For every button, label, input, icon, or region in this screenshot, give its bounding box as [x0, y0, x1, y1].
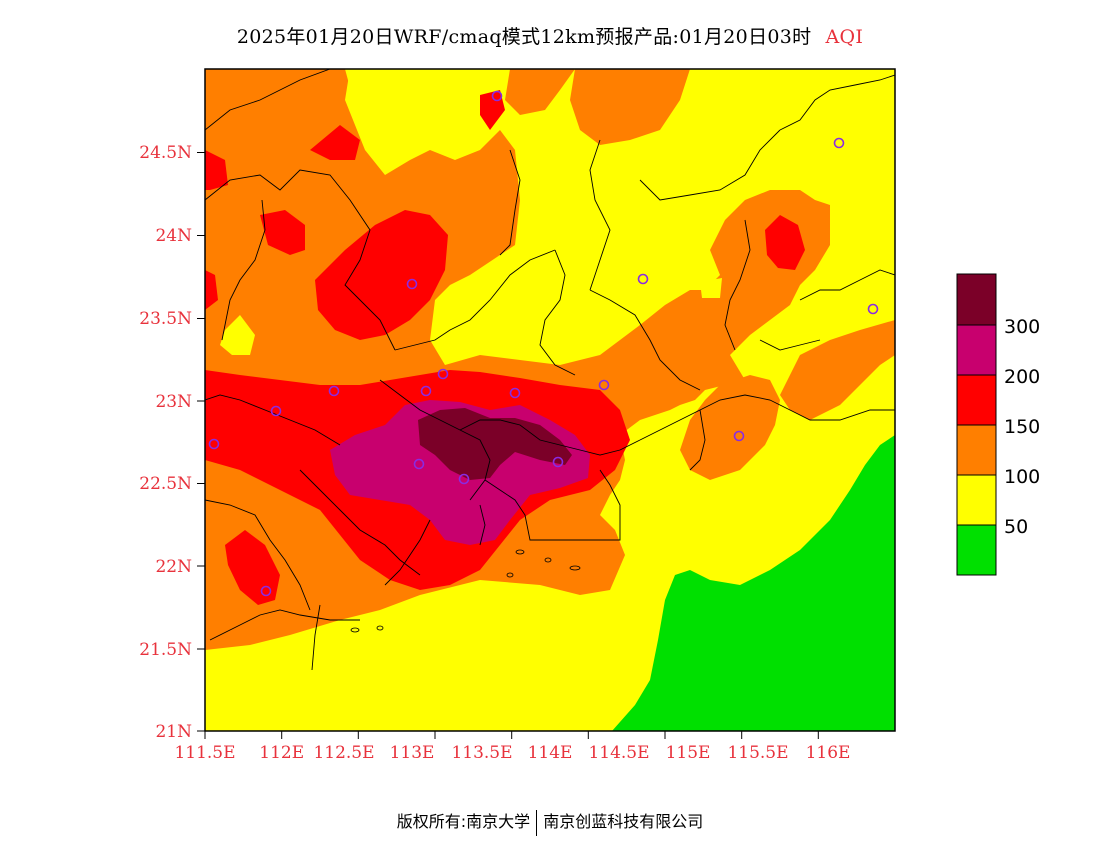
legend-label: 100: [1004, 466, 1040, 488]
x-tick-label: 114.5E: [588, 743, 649, 763]
y-tick-label: 24.5N: [139, 143, 192, 163]
station-marker: [552, 456, 564, 468]
x-tick-label: 116E: [806, 743, 851, 763]
station-marker: [437, 368, 449, 380]
station-marker: [733, 430, 745, 442]
x-tick-label: 114E: [528, 743, 573, 763]
aqi-zone-orange-east: [780, 320, 895, 420]
footer-left: 版权所有:南京大学: [396, 812, 531, 831]
legend-swatch-unhealthy: [956, 374, 997, 426]
y-tick-label: 23N: [155, 392, 192, 412]
station-markers: [208, 90, 879, 597]
aqi-field: [205, 69, 895, 731]
station-marker: [328, 385, 340, 397]
station-marker: [598, 379, 610, 391]
legend-label: 300: [1004, 316, 1040, 338]
station-marker: [509, 387, 521, 399]
title-variable: AQI: [825, 26, 864, 48]
station-marker: [270, 405, 282, 417]
aqi-zone-maroon: [418, 408, 572, 480]
legend-label: 50: [1004, 516, 1028, 538]
legend-labels: 300 200 150 100 50: [1004, 316, 1040, 538]
y-tick-label: 21N: [155, 722, 192, 742]
y-tick-label: 22N: [155, 557, 192, 577]
y-tick-label: 23.5N: [139, 309, 192, 329]
boundary-lines: [205, 69, 895, 671]
legend-swatch-moderate: [956, 474, 997, 526]
legend-swatch-hazardous: [956, 273, 997, 326]
x-tick-label: 115E: [666, 743, 711, 763]
footer-separator: [536, 809, 538, 836]
x-tick-labels: 111.5E 112E 112.5E 113E 113.5E 114E 114.…: [174, 743, 850, 763]
chart-title: 2025年01月20日WRF/cmaq模式12km预报产品:01月20日03时 A…: [0, 22, 1100, 49]
station-marker: [420, 385, 432, 397]
y-tick-label: 22.5N: [139, 474, 192, 494]
station-marker: [260, 585, 272, 597]
x-tick-label: 113E: [390, 743, 435, 763]
station-marker: [208, 438, 220, 450]
y-tick-labels: 24.5N 24N 23.5N 23N 22.5N 22N 21.5N 21N: [139, 143, 192, 742]
legend-swatch-usg: [956, 424, 997, 476]
copyright-footer: 版权所有:南京大学 南京创蓝科技有限公司: [0, 808, 1100, 836]
aqi-zone-green: [612, 435, 895, 731]
aqi-zone-orange-northeast: [570, 69, 690, 145]
station-marker: [833, 137, 845, 149]
islands: [350, 549, 581, 633]
x-tick-label: 115.5E: [727, 743, 788, 763]
y-tick-label: 24N: [155, 226, 192, 246]
station-marker: [413, 458, 425, 470]
legend-swatch-good: [956, 524, 997, 576]
y-tick-label: 21.5N: [139, 640, 192, 660]
x-tick-label: 113.5E: [451, 743, 512, 763]
legend-swatch-very-unhealthy: [956, 324, 997, 376]
station-marker: [458, 473, 470, 485]
aqi-zone-orange-north: [505, 69, 575, 115]
legend-colorbar: [956, 273, 997, 576]
station-marker: [406, 278, 418, 290]
y-axis: [197, 152, 205, 732]
footer-right: 南京创蓝科技有限公司: [543, 812, 704, 831]
x-tick-label: 112E: [259, 743, 304, 763]
station-marker: [491, 90, 503, 102]
legend-label: 200: [1004, 366, 1040, 388]
station-marker: [867, 303, 879, 315]
aqi-zone-orange-southeast: [680, 375, 780, 480]
aqi-zone-red-northwest: [315, 210, 448, 340]
aqi-zone-red-northeast: [765, 215, 805, 270]
x-tick-label: 112.5E: [313, 743, 374, 763]
plot-frame: [204, 68, 896, 732]
x-axis: [204, 731, 819, 739]
legend-label: 150: [1004, 416, 1040, 438]
x-tick-label: 111.5E: [174, 743, 235, 763]
title-main: 2025年01月20日WRF/cmaq模式12km预报产品:01月20日03时: [236, 26, 812, 48]
station-marker: [637, 273, 649, 285]
